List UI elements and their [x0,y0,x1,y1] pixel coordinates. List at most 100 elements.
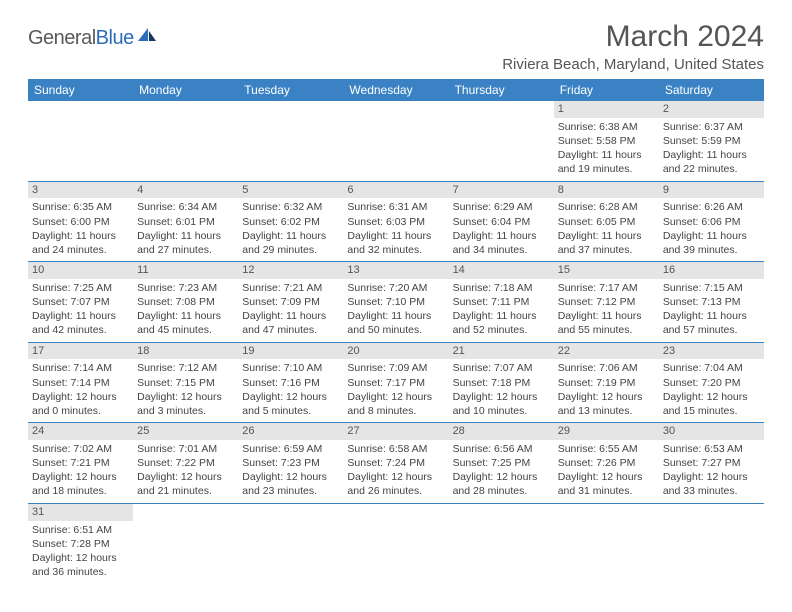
daylight-line-1: Daylight: 12 hours [32,470,129,484]
daylight-line-1: Daylight: 11 hours [558,148,655,162]
day-cell: 15Sunrise: 7:17 AMSunset: 7:12 PMDayligh… [554,262,659,342]
title-block: March 2024 Riviera Beach, Maryland, Unit… [502,20,764,73]
day-number: 1 [554,101,659,118]
calendar-page: GeneralBlue March 2024 Riviera Beach, Ma… [0,0,792,603]
day-cell: 22Sunrise: 7:06 AMSunset: 7:19 PMDayligh… [554,343,659,423]
day-number: 28 [449,423,554,440]
daylight-line-1: Daylight: 11 hours [32,309,129,323]
sunset-line: Sunset: 7:21 PM [32,456,129,470]
sunset-line: Sunset: 7:28 PM [32,537,129,551]
day-cell: 4Sunrise: 6:34 AMSunset: 6:01 PMDaylight… [133,182,238,262]
sunrise-line: Sunrise: 6:38 AM [558,120,655,134]
daylight-line-2: and 28 minutes. [453,484,550,498]
sunrise-line: Sunrise: 6:51 AM [32,523,129,537]
sunrise-line: Sunrise: 7:20 AM [347,281,444,295]
day-cell: 18Sunrise: 7:12 AMSunset: 7:15 PMDayligh… [133,343,238,423]
sunrise-line: Sunrise: 6:35 AM [32,200,129,214]
sunset-line: Sunset: 7:14 PM [32,376,129,390]
sunrise-line: Sunrise: 6:34 AM [137,200,234,214]
day-cell: 29Sunrise: 6:55 AMSunset: 7:26 PMDayligh… [554,423,659,503]
sunrise-line: Sunrise: 6:59 AM [242,442,339,456]
day-number: 5 [238,182,343,199]
day-number: 3 [28,182,133,199]
sunset-line: Sunset: 7:15 PM [137,376,234,390]
daylight-line-2: and 0 minutes. [32,404,129,418]
sunset-line: Sunset: 7:11 PM [453,295,550,309]
empty-cell [28,101,133,181]
day-cell: 17Sunrise: 7:14 AMSunset: 7:14 PMDayligh… [28,343,133,423]
daylight-line-2: and 34 minutes. [453,243,550,257]
day-number: 2 [659,101,764,118]
day-number: 6 [343,182,448,199]
day-number: 17 [28,343,133,360]
sunset-line: Sunset: 6:01 PM [137,215,234,229]
daylight-line-2: and 29 minutes. [242,243,339,257]
day-cell: 23Sunrise: 7:04 AMSunset: 7:20 PMDayligh… [659,343,764,423]
daylight-line-1: Daylight: 11 hours [453,229,550,243]
day-header-cell: Monday [133,79,238,101]
daylight-line-2: and 45 minutes. [137,323,234,337]
weeks-container: 1Sunrise: 6:38 AMSunset: 5:58 PMDaylight… [28,101,764,583]
sunset-line: Sunset: 7:10 PM [347,295,444,309]
sunset-line: Sunset: 7:25 PM [453,456,550,470]
daylight-line-1: Daylight: 12 hours [453,390,550,404]
sunrise-line: Sunrise: 6:28 AM [558,200,655,214]
sunrise-line: Sunrise: 6:37 AM [663,120,760,134]
logo: GeneralBlue [28,26,158,51]
sunrise-line: Sunrise: 7:09 AM [347,361,444,375]
empty-cell [238,504,343,584]
sunset-line: Sunset: 7:27 PM [663,456,760,470]
daylight-line-2: and 31 minutes. [558,484,655,498]
daylight-line-1: Daylight: 12 hours [558,470,655,484]
empty-cell [238,101,343,181]
sunset-line: Sunset: 6:05 PM [558,215,655,229]
location: Riviera Beach, Maryland, United States [502,56,764,73]
day-number: 31 [28,504,133,521]
daylight-line-2: and 8 minutes. [347,404,444,418]
sunrise-line: Sunrise: 7:23 AM [137,281,234,295]
day-number: 14 [449,262,554,279]
sunrise-line: Sunrise: 7:06 AM [558,361,655,375]
daylight-line-2: and 13 minutes. [558,404,655,418]
day-header-cell: Thursday [449,79,554,101]
day-number: 30 [659,423,764,440]
daylight-line-2: and 37 minutes. [558,243,655,257]
sunrise-line: Sunrise: 7:02 AM [32,442,129,456]
sunrise-line: Sunrise: 7:25 AM [32,281,129,295]
sunrise-line: Sunrise: 6:56 AM [453,442,550,456]
empty-cell [449,101,554,181]
day-number: 12 [238,262,343,279]
day-number: 13 [343,262,448,279]
day-cell: 14Sunrise: 7:18 AMSunset: 7:11 PMDayligh… [449,262,554,342]
sunset-line: Sunset: 6:00 PM [32,215,129,229]
day-number: 24 [28,423,133,440]
day-cell: 28Sunrise: 6:56 AMSunset: 7:25 PMDayligh… [449,423,554,503]
daylight-line-2: and 55 minutes. [558,323,655,337]
daylight-line-1: Daylight: 11 hours [453,309,550,323]
sunset-line: Sunset: 7:08 PM [137,295,234,309]
daylight-line-1: Daylight: 11 hours [663,148,760,162]
sunrise-line: Sunrise: 7:10 AM [242,361,339,375]
day-number: 4 [133,182,238,199]
day-cell: 7Sunrise: 6:29 AMSunset: 6:04 PMDaylight… [449,182,554,262]
day-number: 22 [554,343,659,360]
daylight-line-2: and 26 minutes. [347,484,444,498]
sunrise-line: Sunrise: 7:15 AM [663,281,760,295]
day-cell: 8Sunrise: 6:28 AMSunset: 6:05 PMDaylight… [554,182,659,262]
week-row: 17Sunrise: 7:14 AMSunset: 7:14 PMDayligh… [28,343,764,424]
daylight-line-1: Daylight: 12 hours [137,470,234,484]
daylight-line-2: and 23 minutes. [242,484,339,498]
day-header-cell: Wednesday [343,79,448,101]
sunrise-line: Sunrise: 7:21 AM [242,281,339,295]
daylight-line-1: Daylight: 11 hours [242,309,339,323]
day-number: 25 [133,423,238,440]
day-cell: 27Sunrise: 6:58 AMSunset: 7:24 PMDayligh… [343,423,448,503]
day-number: 9 [659,182,764,199]
day-cell: 3Sunrise: 6:35 AMSunset: 6:00 PMDaylight… [28,182,133,262]
empty-cell [343,504,448,584]
day-number: 19 [238,343,343,360]
daylight-line-1: Daylight: 12 hours [242,390,339,404]
header: GeneralBlue March 2024 Riviera Beach, Ma… [28,20,764,73]
daylight-line-1: Daylight: 12 hours [347,470,444,484]
day-number: 29 [554,423,659,440]
